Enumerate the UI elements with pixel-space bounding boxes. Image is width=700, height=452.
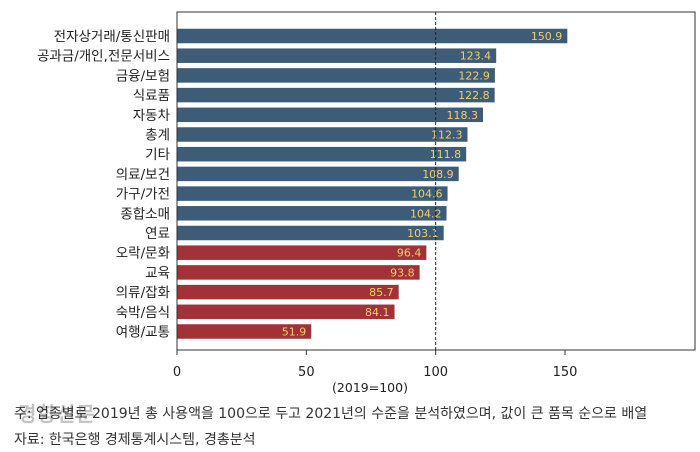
watermark: 경향신문: [18, 402, 96, 426]
x-axis-label: (2019=100): [332, 380, 408, 395]
bar: [177, 166, 459, 182]
category-label: 금융/보험: [116, 68, 170, 84]
bar-value-label: 85.7: [369, 286, 394, 299]
bar: [177, 245, 427, 260]
bar-value-label: 96.4: [397, 247, 422, 260]
bar-value-label: 104.6: [411, 188, 443, 201]
bar-value-label: 104.2: [410, 207, 442, 220]
bar: [177, 68, 495, 83]
category-label: 교육: [145, 265, 170, 281]
bar: [177, 186, 448, 201]
bars-group: 150.9 123.4 122.9 122.8 118.3 112.3 111.8 108.9…: [177, 28, 568, 339]
x-tick-label: 100: [423, 365, 448, 380]
bar-value-label: 112.3: [431, 129, 463, 142]
bar: [177, 324, 312, 339]
category-label: 숙박/음식: [116, 305, 170, 321]
chart-source: 자료: 한국은행 경제통계시스템, 경총분석: [14, 432, 256, 448]
bar: [177, 28, 568, 44]
x-tick-label: 0: [173, 365, 181, 380]
bar: [177, 304, 395, 320]
category-labels: 전자상거래/통신판매공과금/개인,전문서비스금융/보험식료품자동차총계기타의료/…: [37, 29, 171, 341]
bar-value-label: 51.9: [282, 326, 307, 339]
x-axis-ticks: 0 50 100 150: [173, 350, 578, 380]
bar-value-label: 103.1: [407, 227, 439, 240]
category-label: 가구/가전: [116, 187, 170, 203]
category-label: 의류/잡화: [116, 285, 170, 301]
bar-value-label: 118.3: [447, 109, 479, 122]
category-label: 오락/문화: [116, 246, 170, 262]
bar: [177, 284, 399, 300]
bar-value-label: 108.9: [422, 168, 454, 181]
bar-value-label: 93.8: [390, 266, 415, 279]
category-label: 의료/보건: [116, 167, 170, 183]
x-tick-label: 50: [298, 365, 315, 380]
bar: [177, 206, 447, 221]
bar: [177, 107, 484, 123]
bar: [177, 87, 495, 103]
bar-value-label: 150.9: [531, 30, 563, 43]
bar-chart: 150.9 123.4 122.9 122.8 118.3 112.3 111.8 108.9…: [37, 11, 696, 395]
bar-value-label: 122.9: [458, 69, 490, 82]
bar: [177, 127, 468, 142]
bar-value-label: 123.4: [460, 50, 492, 63]
category-label: 전자상거래/통신판매: [54, 29, 170, 45]
bar: [177, 225, 444, 241]
x-tick-label: 150: [553, 365, 578, 380]
category-label: 자동차: [133, 108, 171, 124]
category-label: 여행/교통: [116, 325, 170, 341]
category-label: 공과금/개인,전문서비스: [37, 49, 170, 65]
bar-value-label: 111.8: [430, 148, 462, 161]
bar: [177, 146, 467, 162]
category-label: 총계: [145, 128, 170, 144]
bar-value-label: 84.1: [365, 306, 390, 319]
bar: [177, 265, 420, 280]
bar-value-label: 122.8: [458, 89, 490, 102]
category-label: 식료품: [133, 88, 170, 104]
category-label: 기타: [145, 147, 170, 163]
category-label: 종합소매: [120, 206, 170, 222]
bar: [177, 48, 497, 63]
category-label: 연료: [145, 226, 170, 242]
chart-note: 주: 업종별로 2019년 총 사용액을 100으로 두고 2021년의 수준을…: [14, 406, 648, 422]
